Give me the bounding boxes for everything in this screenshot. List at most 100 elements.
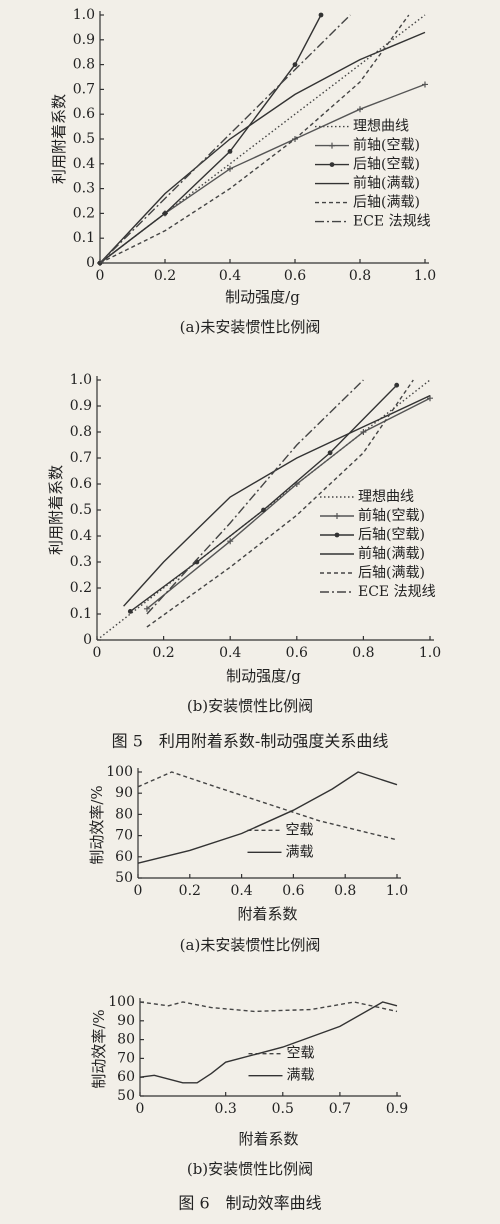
y-tick-label: 0.1: [70, 606, 92, 622]
marker: [394, 382, 400, 388]
y-tick-label: 0.3: [73, 181, 95, 197]
y-tick-label: 0: [83, 632, 92, 648]
legend-label: 满载: [286, 844, 314, 860]
legend-label: 后轴(满载): [358, 565, 425, 581]
legend-label: ECE 法规线: [358, 584, 436, 600]
marker: [227, 149, 233, 154]
caption: (a)未安装惯性比例阀: [180, 318, 321, 336]
x-tick-label: 0.3: [215, 1101, 237, 1117]
marker: [162, 211, 168, 216]
x-tick-label: 0.4: [219, 645, 241, 661]
x-tick-label: 0.2: [154, 268, 176, 284]
legend-label: 后轴(空载): [358, 527, 425, 543]
marker: [329, 162, 335, 168]
x-tick-label: 0.9: [386, 1101, 408, 1117]
x-axis-label: 制动强度/g: [225, 288, 300, 306]
x-tick-label: 0.8: [334, 883, 356, 899]
y-tick-label: 80: [117, 1032, 135, 1048]
x-tick-label: 0.6: [284, 268, 306, 284]
y-tick-label: 50: [115, 870, 133, 886]
marker: [422, 81, 428, 88]
y-tick-label: 70: [117, 1050, 135, 1066]
y-tick-label: 0.6: [70, 476, 92, 492]
legend-label: 满载: [287, 1068, 315, 1084]
y-tick-label: 90: [115, 785, 133, 801]
caption: (a)未安装惯性比例阀: [180, 936, 321, 954]
y-axis-label: 利用附着系数: [50, 94, 68, 184]
x-tick-label: 0: [136, 1101, 145, 1117]
marker: [318, 12, 324, 18]
series-line: [99, 14, 322, 264]
series-line: [137, 771, 398, 841]
x-tick-label: 0.6: [286, 645, 308, 661]
y-tick-label: 100: [108, 994, 135, 1010]
marker: [143, 605, 150, 612]
figure-caption: 图 6 制动效率曲线: [178, 1194, 321, 1213]
y-tick-label: 0.2: [70, 580, 92, 596]
y-tick-label: 0.5: [73, 131, 95, 147]
y-tick-label: 0.6: [73, 106, 95, 122]
series-line: [99, 83, 426, 264]
y-tick-label: 80: [115, 806, 133, 822]
legend-label: 前轴(空载): [358, 507, 425, 524]
marker: [334, 513, 340, 519]
series-line: [99, 31, 426, 264]
y-tick-label: 0.8: [70, 424, 92, 440]
legend-label: 理想曲线: [358, 489, 414, 505]
x-tick-label: 0.7: [329, 1101, 351, 1117]
series-line: [129, 384, 398, 612]
y-tick-label: 0.4: [70, 528, 92, 544]
x-tick-label: 0.4: [219, 268, 241, 284]
legend-label: 后轴(满载): [353, 195, 420, 211]
y-tick-label: 0.7: [73, 81, 95, 97]
series-line: [123, 394, 431, 607]
x-tick-label: 0.4: [230, 883, 252, 899]
marker: [357, 106, 363, 113]
x-tick-label: 0.8: [349, 268, 371, 284]
marker: [360, 429, 367, 435]
legend-label: 后轴(空载): [353, 157, 420, 173]
caption: (b)安装惯性比例阀: [187, 1160, 313, 1178]
x-tick-label: 0.5: [272, 1101, 294, 1117]
legend-label: 前轴(满载): [353, 175, 420, 192]
series-line: [146, 379, 364, 615]
y-tick-label: 0.9: [70, 398, 92, 414]
series-line: [96, 379, 431, 641]
x-tick-label: 0.2: [179, 883, 201, 899]
x-tick-label: 0: [93, 645, 102, 661]
x-axis-label: 制动强度/g: [226, 667, 301, 685]
y-axis-label: 利用附着系数: [47, 465, 65, 555]
y-axis-label: 制动效率/%: [88, 785, 106, 864]
series-line: [139, 1001, 398, 1084]
y-tick-label: 0.2: [73, 205, 95, 221]
x-axis-label: 附着系数: [237, 905, 297, 923]
marker: [292, 62, 298, 67]
marker: [227, 538, 234, 545]
legend-label: 前轴(满载): [358, 545, 425, 562]
y-tick-label: 90: [117, 1013, 135, 1029]
figure-caption: 图 5 利用附着系数-制动强度关系曲线: [112, 732, 389, 751]
x-tick-label: 0.6: [282, 883, 304, 899]
x-tick-label: 0.2: [152, 645, 174, 661]
marker: [329, 142, 335, 149]
marker: [127, 609, 133, 614]
y-tick-label: 0.3: [70, 554, 92, 570]
marker: [261, 507, 266, 513]
series-line: [139, 1001, 398, 1013]
x-tick-label: 1.0: [414, 268, 436, 284]
x-tick-label: 1.0: [386, 883, 408, 899]
x-tick-label: 0.8: [352, 645, 374, 661]
y-tick-label: 0: [86, 255, 95, 271]
y-tick-label: 0.8: [73, 57, 95, 73]
series-line: [99, 14, 410, 264]
legend-label: 理想曲线: [353, 119, 409, 135]
y-tick-label: 60: [115, 849, 133, 865]
y-tick-label: 1.0: [70, 372, 92, 388]
y-axis-label: 制动效率/%: [90, 1009, 108, 1088]
legend-label: ECE 法规线: [353, 214, 431, 230]
y-tick-label: 0.5: [70, 502, 92, 518]
y-tick-label: 1.0: [73, 7, 95, 23]
legend-label: 空载: [287, 1046, 315, 1062]
